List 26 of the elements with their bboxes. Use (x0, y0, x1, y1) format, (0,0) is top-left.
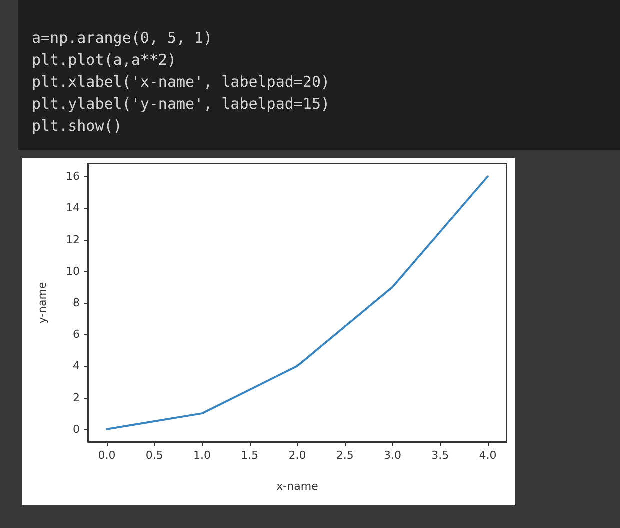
y-tick-label: 14 (66, 202, 80, 215)
x-tick-label: 3.5 (432, 449, 450, 462)
y-tick-label: 8 (73, 296, 80, 310)
text: a=np.arange(0, 5, 1) (31, 28, 214, 49)
y-axis-title: y-name (36, 282, 49, 324)
text: plt.plot(a,a**2) (31, 50, 178, 71)
y-tick-label: 0 (73, 422, 80, 436)
x-tick-label: 1.0 (194, 449, 212, 462)
x-tick-label: 3.0 (384, 449, 402, 462)
y-tick-label: 2 (73, 391, 80, 404)
line-series (106, 176, 489, 430)
x-axis-title: x-name (276, 480, 319, 493)
x-tick-label: 1.5 (241, 449, 259, 462)
y-tick-label: 6 (73, 328, 80, 342)
y-tick-label: 10 (66, 264, 80, 278)
text: plt.show() (31, 116, 124, 137)
y-tick-label: 16 (66, 170, 80, 184)
text: plt.xlabel('x-name', labelpad=20) (31, 72, 330, 93)
x-tick-label: 4.0 (479, 449, 497, 462)
x-tick-label: 0.0 (98, 449, 116, 462)
x-tick-label: 0.5 (146, 449, 164, 462)
x-tick-label: 2.5 (336, 449, 354, 462)
y-tick-label: 4 (73, 360, 80, 373)
text: plt.ylabel('y-name', labelpad=15) (31, 94, 330, 115)
x-tick-label: 2.0 (288, 449, 306, 462)
y-tick-label: 12 (66, 233, 80, 246)
